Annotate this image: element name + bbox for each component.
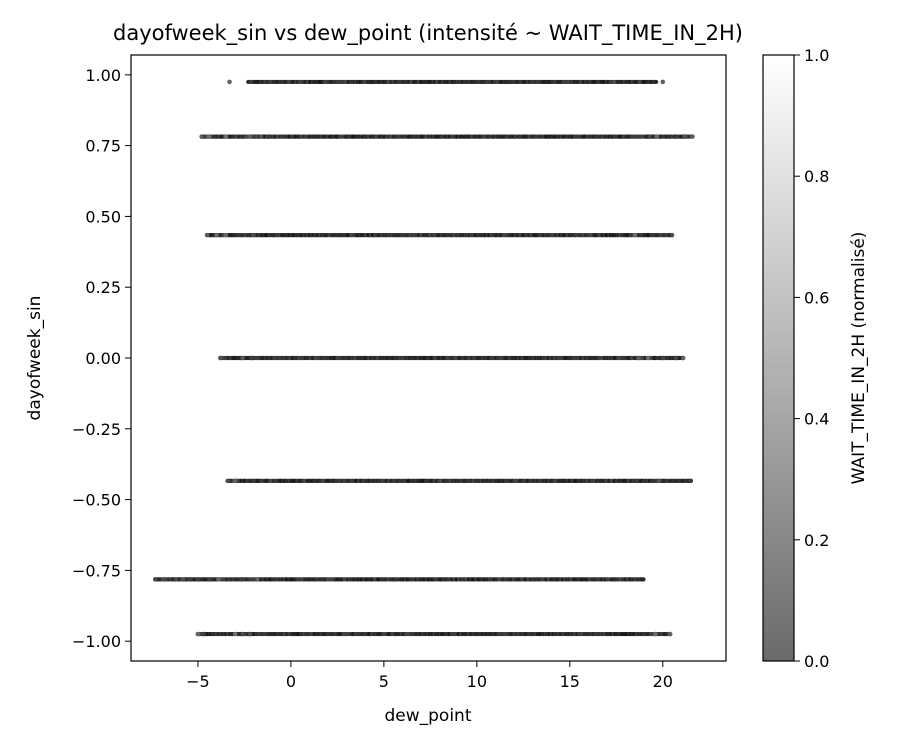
scatter-point (251, 232, 257, 238)
y-axis-label: dayofweek_sin (25, 296, 45, 421)
scatter-series (152, 577, 646, 582)
colorbar-label: WAIT_TIME_IN_2H (normalisé) (849, 232, 869, 485)
scatter-point (251, 478, 257, 484)
scatter-point (258, 134, 264, 139)
scatter-point (653, 631, 658, 637)
y-tick-label: 0.50 (85, 207, 121, 226)
scatter-point (240, 577, 245, 582)
colorbar-tick-label: 0.6 (804, 288, 829, 307)
scatter-point (195, 631, 201, 637)
y-tick-label: 0.00 (85, 349, 121, 368)
scatter-point (214, 232, 219, 238)
chart-title: dayofweek_sin vs dew_point (intensité ~ … (113, 21, 743, 46)
scatter-point (660, 79, 666, 85)
scatter-point (199, 134, 204, 139)
x-tick-label: 20 (653, 672, 673, 691)
scatter-point (682, 134, 688, 139)
scatter-point (223, 232, 229, 238)
scatter-point (656, 478, 662, 484)
scatter-point (634, 478, 640, 484)
scatter-point (247, 631, 253, 637)
scatter-series (217, 355, 686, 361)
scatter-point (223, 134, 229, 139)
x-axis-label: dew_point (384, 706, 471, 726)
scatter-point (247, 134, 253, 139)
scatter-point (173, 577, 178, 582)
scatter-series (227, 79, 666, 85)
x-tick-label: 10 (467, 672, 487, 691)
colorbar-tick-label: 0.8 (804, 167, 829, 186)
x-axis-ticks: −5 0 5 10 15 20 (186, 661, 673, 691)
scatter-point (195, 577, 201, 582)
y-tick-label: 0.25 (85, 278, 121, 297)
scatter-point (217, 355, 223, 361)
y-tick-label: −0.25 (72, 420, 121, 439)
scatter-point (188, 577, 193, 582)
scatter-point (206, 577, 212, 582)
scatter-point (240, 631, 245, 637)
scatter-point (673, 355, 679, 361)
scatter-point (647, 134, 653, 139)
scatter-point (255, 577, 260, 582)
scatter-series (225, 478, 694, 484)
scatter-point (249, 355, 255, 361)
scatter-point (690, 134, 695, 139)
colorbar-tick-label: 0.0 (804, 652, 829, 671)
colorbar (762, 54, 795, 662)
y-axis-ticks: 1.00 0.75 0.50 0.25 0.00 −0.25 −0.50 −0.75 −1.00 (72, 66, 131, 651)
scatter-point (232, 631, 238, 637)
scatter-point (206, 134, 212, 139)
x-tick-label: 0 (286, 672, 296, 691)
scatter-point (641, 577, 646, 582)
scatter-point (240, 355, 245, 361)
scatter-point (636, 355, 641, 361)
scatter-point (216, 577, 221, 582)
y-tick-label: 1.00 (85, 66, 121, 85)
x-tick-label: −5 (186, 672, 210, 691)
scatter-point (232, 478, 238, 484)
scatter-point (660, 355, 666, 361)
scatter-point (253, 134, 258, 139)
scatter-point (227, 79, 232, 85)
y-tick-label: 0.75 (85, 137, 121, 156)
x-tick-label: 15 (560, 672, 580, 691)
x-tick-label: 5 (379, 672, 389, 691)
scatter-point (680, 355, 686, 361)
scatter-point (673, 134, 679, 139)
colorbar-tick-label: 0.2 (804, 531, 829, 550)
colorbar-ticks: 0.0 0.2 0.4 0.6 0.8 1.0 (794, 46, 829, 671)
scatter-point (667, 631, 673, 637)
scatter-point (162, 577, 167, 582)
scatter-point (204, 232, 210, 238)
y-tick-label: −1.00 (72, 632, 121, 651)
scatter-series (199, 134, 695, 139)
y-tick-label: −0.50 (72, 491, 121, 510)
points-layer (152, 79, 695, 637)
scatter-point (645, 355, 651, 361)
scatter-point (225, 478, 230, 484)
scatter-series (195, 631, 673, 637)
y-tick-label: −0.75 (72, 561, 121, 580)
scatter-point (654, 134, 660, 139)
scatter-point (632, 232, 638, 238)
scatter-point (654, 79, 659, 85)
scatter-point (201, 631, 206, 637)
colorbar-tick-label: 0.4 (804, 410, 829, 429)
scatter-point (669, 232, 675, 238)
scatter-series (204, 232, 675, 238)
colorbar-tick-label: 1.0 (804, 46, 829, 65)
scatter-point (180, 577, 186, 582)
scatter-point (688, 478, 693, 484)
scatter-point (266, 134, 271, 139)
scatter-point (152, 577, 158, 582)
